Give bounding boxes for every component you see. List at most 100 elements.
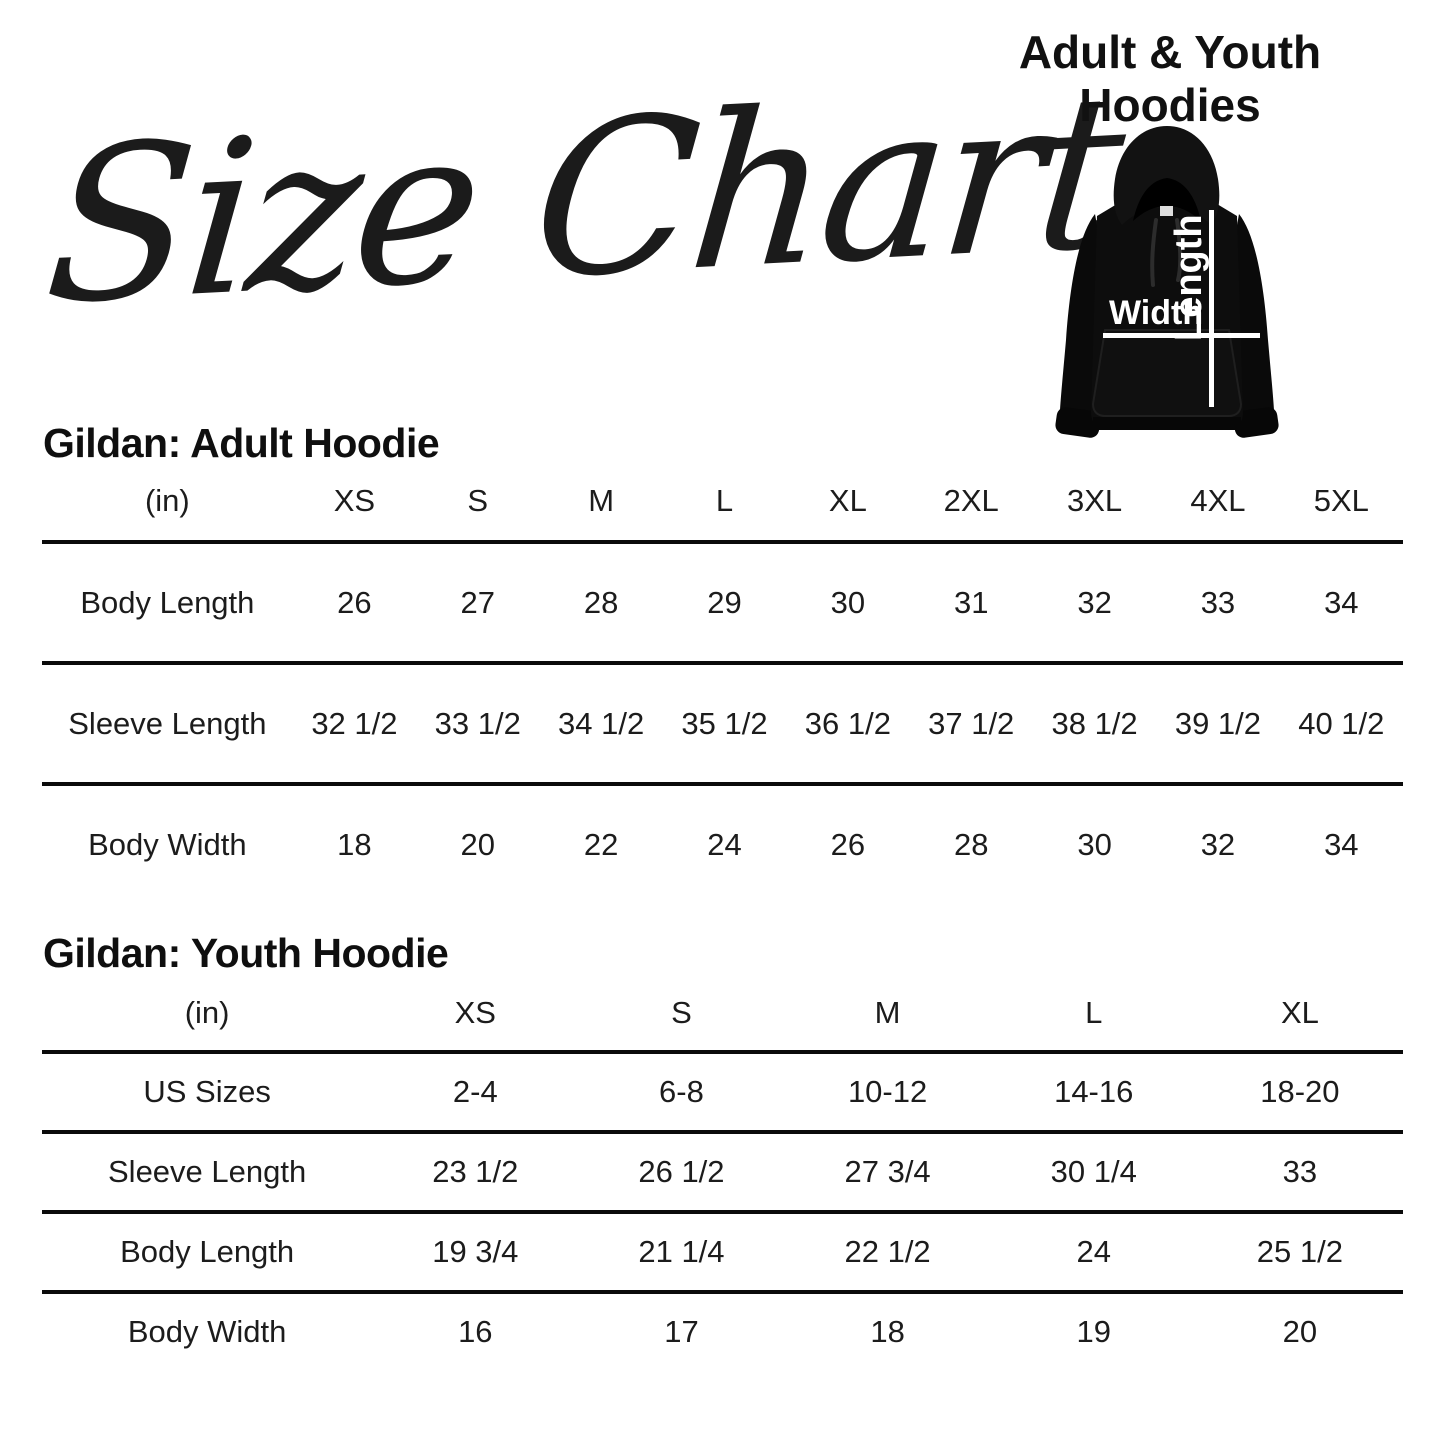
size-cell: 40 1/2 bbox=[1279, 663, 1403, 786]
adult-size-header: M bbox=[539, 462, 663, 544]
adult-size-header: XL bbox=[786, 462, 910, 544]
size-cell: 30 bbox=[1077, 826, 1112, 862]
hoodie-illustration: Length Width bbox=[1051, 122, 1283, 456]
hoodie-left-cuff-shape bbox=[1055, 407, 1101, 438]
size-cell: 28 bbox=[953, 826, 989, 862]
adult-section-heading: Gildan: Adult Hoodie bbox=[43, 420, 440, 466]
size-cell: 27 bbox=[416, 542, 540, 665]
size-cell: 34 bbox=[1279, 542, 1403, 665]
size-cell: 10-12 bbox=[784, 1052, 991, 1134]
size-cell: 30 bbox=[786, 542, 910, 665]
size-cell: 38 1/2 bbox=[1032, 663, 1157, 786]
youth-size-table: (in) XS S M L XL US Sizes 2-4 6-8 10-12 … bbox=[42, 976, 1403, 1370]
size-cell: 33 bbox=[1196, 1132, 1403, 1214]
size-cell: 26 bbox=[830, 826, 866, 862]
adult-size-table: (in) XS S M L XL 2XL 3XL 4XL 5XL Body Le… bbox=[42, 462, 1403, 903]
adult-size-header: 2XL bbox=[909, 462, 1033, 544]
youth-section-heading: Gildan: Youth Hoodie bbox=[43, 930, 449, 976]
adult-size-header: S bbox=[416, 462, 540, 544]
size-cell: 27 3/4 bbox=[784, 1132, 991, 1214]
adult-unit-header: (in) bbox=[42, 462, 293, 544]
hoodie-pocket-shape bbox=[1091, 329, 1243, 417]
size-cell: 14-16 bbox=[990, 1052, 1197, 1134]
width-measure-label: Width bbox=[1109, 294, 1203, 332]
hoodie-right-cuff-shape bbox=[1233, 407, 1279, 438]
adult-size-header: 4XL bbox=[1156, 462, 1280, 544]
youth-header-row: (in) XS S M L XL bbox=[42, 976, 1403, 1054]
youth-size-header: XL bbox=[1196, 976, 1403, 1054]
youth-body-width-row: Body Width 16 17 18 19 20 bbox=[42, 1292, 1403, 1370]
hoodie-hem-shape bbox=[1093, 417, 1241, 430]
size-cell: 19 bbox=[1076, 1314, 1111, 1349]
size-cell: 37 1/2 bbox=[909, 663, 1033, 786]
youth-size-header: M bbox=[784, 976, 991, 1054]
size-cell: 18 bbox=[337, 826, 372, 862]
size-cell: 39 1/2 bbox=[1156, 663, 1280, 786]
adult-header-row: (in) XS S M L XL 2XL 3XL 4XL 5XL bbox=[42, 462, 1403, 544]
size-cell: 24 bbox=[990, 1212, 1197, 1294]
size-cell: 26 1/2 bbox=[578, 1132, 785, 1214]
size-cell: 18 bbox=[870, 1314, 905, 1349]
product-category-title: Adult & Youth Hoodies bbox=[950, 26, 1390, 133]
size-cell: 25 1/2 bbox=[1196, 1212, 1403, 1294]
row-label: Sleeve Length bbox=[42, 663, 293, 786]
hoodie-neck-tag bbox=[1160, 206, 1173, 216]
size-cell: 19 3/4 bbox=[372, 1212, 579, 1294]
size-cell: 18-20 bbox=[1196, 1052, 1403, 1134]
length-measure-label: Length bbox=[1168, 214, 1210, 341]
width-measure-line bbox=[1103, 333, 1260, 338]
row-label: Body Width bbox=[88, 826, 247, 862]
size-cell: 20 bbox=[460, 826, 496, 862]
youth-size-header: S bbox=[578, 976, 785, 1054]
adult-size-header: 3XL bbox=[1032, 462, 1157, 544]
youth-body-length-row: Body Length 19 3/4 21 1/4 22 1/2 24 25 1… bbox=[42, 1212, 1403, 1294]
hoodie-hood-opening-shape bbox=[1133, 178, 1201, 221]
size-cell: 32 1/2 bbox=[292, 663, 417, 786]
size-cell: 33 1/2 bbox=[416, 663, 540, 786]
adult-size-header: 5XL bbox=[1279, 462, 1403, 544]
size-cell: 34 bbox=[1324, 826, 1359, 862]
size-cell: 32 bbox=[1200, 826, 1236, 862]
row-label: US Sizes bbox=[42, 1052, 373, 1134]
adult-size-header: XS bbox=[292, 462, 417, 544]
row-label: Body Width bbox=[127, 1314, 287, 1349]
row-label: Body Length bbox=[42, 1212, 373, 1294]
size-cell: 28 bbox=[539, 542, 663, 665]
product-category-line2: Hoodies bbox=[1079, 79, 1261, 132]
product-category-line1: Adult & Youth bbox=[1018, 26, 1322, 78]
size-cell: 32 bbox=[1032, 542, 1157, 665]
size-cell: 36 1/2 bbox=[786, 663, 910, 786]
size-cell: 22 1/2 bbox=[784, 1212, 991, 1294]
size-cell: 35 1/2 bbox=[662, 663, 787, 786]
size-cell: 26 bbox=[292, 542, 417, 665]
row-label: Sleeve Length bbox=[42, 1132, 373, 1214]
size-cell: 33 bbox=[1156, 542, 1280, 665]
adult-body-length-row: Body Length 26 27 28 29 30 31 32 33 34 bbox=[42, 542, 1403, 665]
youth-sleeve-length-row: Sleeve Length 23 1/2 26 1/2 27 3/4 30 1/… bbox=[42, 1132, 1403, 1214]
adult-body-width-row: Body Width 18 20 22 24 26 28 30 32 34 bbox=[42, 784, 1403, 903]
youth-us-sizes-row: US Sizes 2-4 6-8 10-12 14-16 18-20 bbox=[42, 1052, 1403, 1134]
size-cell: 31 bbox=[909, 542, 1033, 665]
size-cell: 24 bbox=[707, 826, 742, 862]
size-cell: 30 1/4 bbox=[990, 1132, 1197, 1214]
size-cell: 23 1/2 bbox=[372, 1132, 579, 1214]
size-cell: 21 1/4 bbox=[578, 1212, 785, 1294]
hoodie-drawstring-left bbox=[1150, 218, 1158, 287]
hoodie-drawstring-right bbox=[1175, 218, 1183, 282]
size-cell: 6-8 bbox=[578, 1052, 785, 1134]
youth-size-header: XS bbox=[372, 976, 579, 1054]
youth-size-header: L bbox=[990, 976, 1197, 1054]
size-cell: 20 bbox=[1282, 1314, 1318, 1349]
size-cell: 2-4 bbox=[372, 1052, 579, 1134]
size-cell: 34 1/2 bbox=[539, 663, 663, 786]
size-cell: 16 bbox=[458, 1314, 493, 1349]
adult-size-header: L bbox=[662, 462, 787, 544]
size-cell: 22 bbox=[583, 826, 619, 862]
adult-sleeve-length-row: Sleeve Length 32 1/2 33 1/2 34 1/2 35 1/… bbox=[42, 663, 1403, 786]
size-cell: 29 bbox=[662, 542, 787, 665]
youth-unit-header: (in) bbox=[42, 976, 373, 1054]
row-label: Body Length bbox=[42, 542, 293, 665]
length-measure-line bbox=[1209, 210, 1214, 407]
size-cell: 17 bbox=[664, 1314, 699, 1349]
